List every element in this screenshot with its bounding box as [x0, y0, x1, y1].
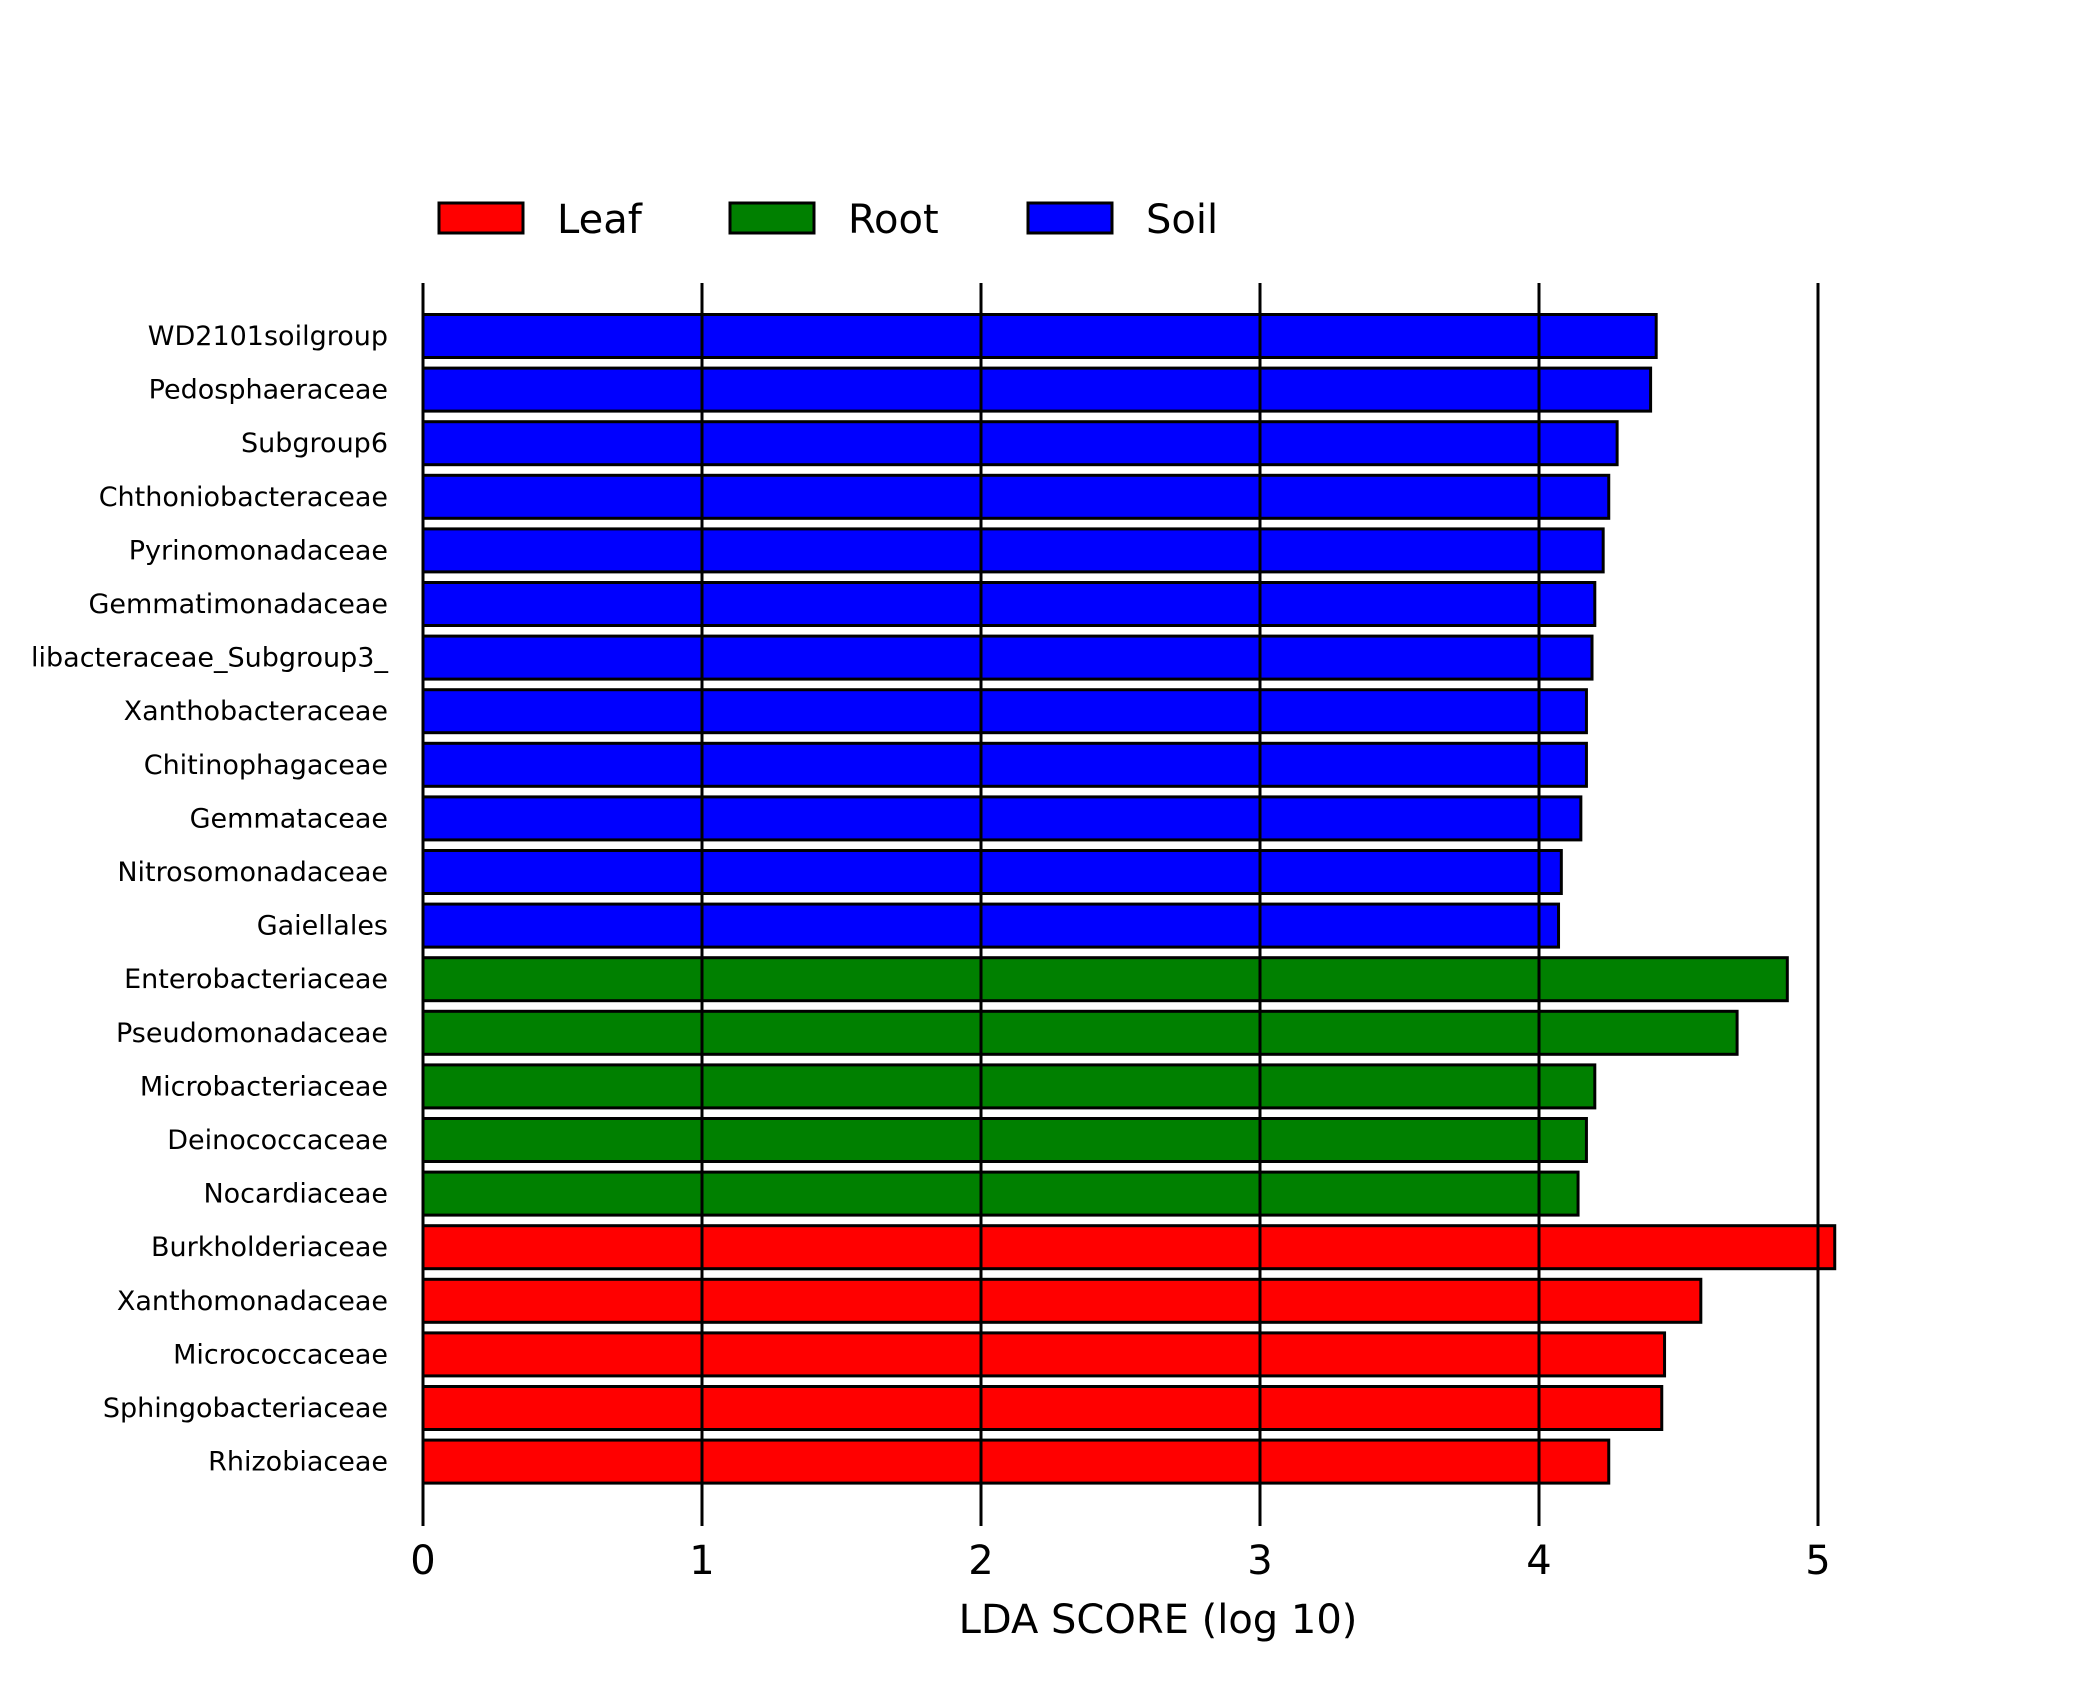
- bar-burkholderiaceae: [421, 1224, 1837, 1271]
- x-tick-label-0: 0: [410, 1538, 435, 1584]
- legend-label-soil: Soil: [1146, 197, 1218, 243]
- category-label: Rhizobiaceae: [208, 1447, 388, 1478]
- category-label: Pseudomonadaceae: [116, 1018, 388, 1049]
- category-labels: WD2101soilgroup Pedosphaeraceae Subgroup6 C…: [31, 321, 388, 1478]
- bar-libacteraceae-subgroup3-: [421, 634, 1594, 681]
- bar-xanthomonadaceae: [421, 1277, 1703, 1324]
- x-tick-label-4: 4: [1526, 1538, 1551, 1584]
- category-label: Microbacteriaceae: [140, 1071, 388, 1102]
- bar-deinococcaceae: [421, 1117, 1588, 1163]
- legend-label-leaf: Leaf: [557, 197, 643, 243]
- category-label: Xanthomonadaceae: [117, 1286, 388, 1317]
- bar-wd2101soilgroup: [421, 313, 1658, 359]
- category-label: Pyrinomonadaceae: [129, 535, 388, 566]
- category-label: Subgroup6: [241, 428, 388, 459]
- bar-gemmataceae: [421, 795, 1583, 842]
- bar-nocardiaceae: [421, 1170, 1580, 1217]
- legend-item-root: Root: [728, 197, 939, 243]
- bar-gaiellales: [421, 902, 1561, 949]
- category-label: Burkholderiaceae: [151, 1232, 388, 1263]
- category-label: libacteraceae_Subgroup3_: [31, 643, 388, 674]
- legend-item-soil: Soil: [1026, 197, 1218, 243]
- bar-microbacteriaceae: [421, 1063, 1597, 1110]
- bar-rhizobiaceae: [421, 1438, 1611, 1485]
- x-tick-label-1: 1: [689, 1538, 714, 1584]
- category-label: Pedosphaeraceae: [149, 375, 388, 406]
- x-axis: 0 1 2 3 4 5: [410, 1512, 1831, 1584]
- category-label: Enterobacteriaceae: [124, 964, 388, 995]
- bar-gemmatimonadaceae: [421, 581, 1597, 627]
- legend-label-root: Root: [848, 197, 939, 243]
- grid-lines: [421, 283, 1820, 1512]
- x-axis-title: LDA SCORE (log 10): [959, 1597, 1358, 1643]
- category-label: Sphingobacteriaceae: [103, 1393, 388, 1424]
- bar-enterobacteriaceae: [421, 956, 1789, 1003]
- bar-xanthobacteraceae: [421, 688, 1588, 735]
- category-label: Nitrosomonadaceae: [117, 857, 388, 888]
- x-tick-label-5: 5: [1805, 1538, 1830, 1584]
- bar-subgroup6: [421, 420, 1619, 467]
- bar-pyrinomonadaceae: [421, 527, 1605, 574]
- category-label: Micrococcaceae: [173, 1339, 388, 1370]
- category-label: Gaiellales: [257, 911, 388, 942]
- bar-sphingobacteriaceae: [421, 1385, 1664, 1431]
- x-tick-label-3: 3: [1247, 1538, 1272, 1584]
- x-tick-label-2: 2: [968, 1538, 993, 1584]
- legend-swatch-root: [728, 201, 816, 235]
- legend-swatch-leaf: [437, 201, 525, 235]
- category-label: Gemmataceae: [190, 803, 388, 834]
- bars: [421, 313, 1837, 1485]
- bar-chthoniobacteraceae: [421, 473, 1611, 520]
- category-label: Deinococcaceae: [167, 1125, 388, 1156]
- bar-chitinophagaceae: [421, 741, 1588, 788]
- category-label: Chitinophagaceae: [144, 750, 388, 781]
- category-label: Chthoniobacteraceae: [99, 482, 388, 513]
- bar-pedosphaeraceae: [421, 366, 1653, 413]
- category-label: Gemmatimonadaceae: [88, 589, 388, 620]
- bar-micrococcaceae: [421, 1331, 1667, 1378]
- category-label: Nocardiaceae: [203, 1179, 388, 1210]
- legend-item-leaf: Leaf: [437, 197, 643, 243]
- legend: Leaf Root Soil: [437, 197, 1218, 243]
- category-label: Xanthobacteraceae: [124, 696, 388, 727]
- category-label: WD2101soilgroup: [148, 321, 388, 352]
- bar-nitrosomonadaceae: [421, 849, 1563, 895]
- legend-swatch-soil: [1026, 201, 1114, 235]
